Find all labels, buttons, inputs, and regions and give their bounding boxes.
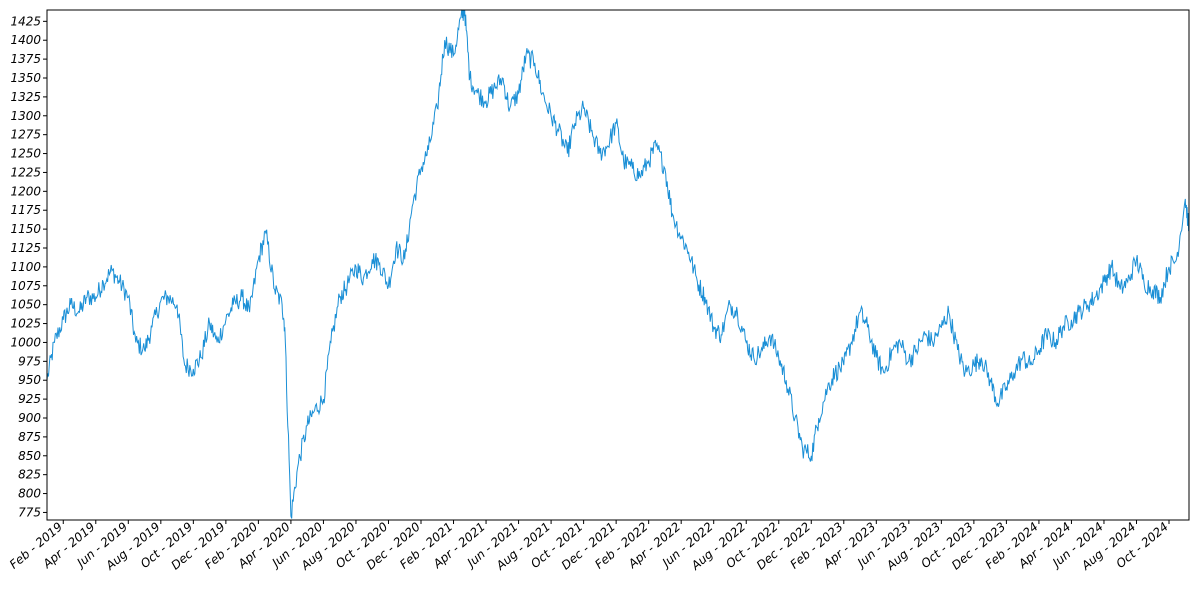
- series-line: [46, 9, 1190, 519]
- y-tick-label: 950: [18, 373, 41, 387]
- y-tick-label: 850: [18, 449, 41, 463]
- y-tick-label: 1150: [10, 222, 41, 236]
- y-tick-label: 1275: [10, 128, 41, 142]
- y-tick-label: 1300: [10, 109, 41, 123]
- y-tick-label: 1000: [10, 335, 41, 349]
- y-tick-label: 925: [18, 392, 41, 406]
- y-tick-label: 1375: [10, 52, 41, 66]
- y-tick-label: 1125: [10, 241, 41, 255]
- y-tick-label: 900: [18, 411, 41, 425]
- plot-frame: [46, 9, 1190, 521]
- y-tick-label: 1025: [10, 317, 41, 331]
- y-tick-label: 1400: [10, 33, 41, 47]
- y-tick-label: 825: [18, 468, 41, 482]
- y-tick-label: 975: [18, 354, 41, 368]
- y-tick-label: 875: [18, 430, 41, 444]
- y-tick-label: 1100: [10, 260, 41, 274]
- y-tick-label: 1225: [10, 165, 41, 179]
- series-layer: [46, 9, 1190, 519]
- y-tick-label: 775: [18, 505, 41, 519]
- y-tick-label: 1350: [10, 71, 41, 85]
- y-tick-label: 800: [18, 487, 41, 501]
- y-tick-label: 1175: [10, 203, 41, 217]
- y-tick-label: 1425: [10, 14, 41, 28]
- y-axis: 775 800 825 850 875 900 925 950 975 1000 1025 1050 1…: [10, 14, 47, 519]
- y-tick-label: 1075: [10, 279, 41, 293]
- y-tick-label: 1250: [10, 147, 41, 161]
- y-tick-label: 1200: [10, 184, 41, 198]
- y-tick-label: 1325: [10, 90, 41, 104]
- y-tick-label: 1050: [10, 298, 41, 312]
